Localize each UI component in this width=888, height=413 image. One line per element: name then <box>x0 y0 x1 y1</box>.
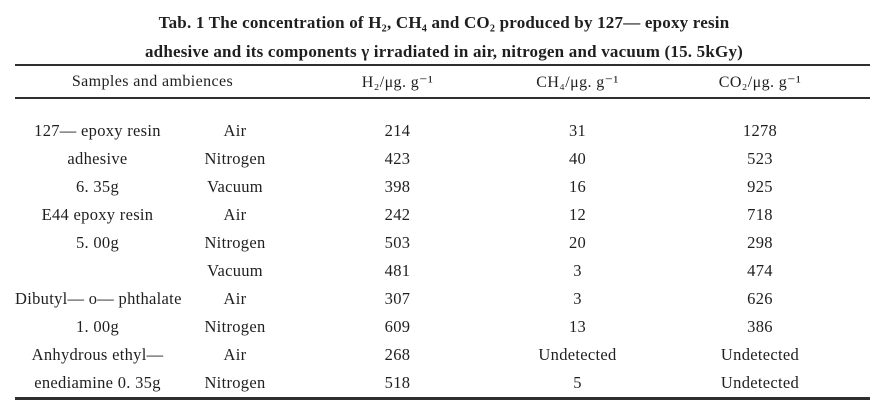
table-caption-line2: adhesive and its components γ irradiated… <box>144 42 744 61</box>
ambience-cell: Nitrogen <box>204 149 266 168</box>
co2-value: 1278 <box>742 121 778 140</box>
h2-value: 503 <box>384 233 411 252</box>
co2-value: 626 <box>747 289 773 308</box>
header-row: Samples and ambiences H₂/μg. g⁻¹ CH₄/μg.… <box>15 64 870 99</box>
ambience-cell: Vacuum <box>207 261 263 280</box>
table-row: E44 epoxy resin Air 242 12 718 <box>15 201 870 229</box>
ambience-cell: Nitrogen <box>180 369 290 400</box>
ch4-value: 13 <box>568 317 587 336</box>
ch4-value: 3 <box>573 289 582 308</box>
h2-value: 609 <box>384 317 411 336</box>
co2-value: 386 <box>747 317 773 336</box>
h2-value: 242 <box>384 205 411 224</box>
table-row: 127— epoxy resin Air 214 31 1278 <box>15 98 870 145</box>
header-samples-and-ambiences: Samples and ambiences <box>15 64 290 99</box>
h2-value: 481 <box>384 261 411 280</box>
co2-value: Undetected <box>720 345 800 364</box>
co2-value: 925 <box>747 177 773 196</box>
h2-value: 518 <box>290 369 505 400</box>
header-h2-concentration: H₂/μg. g⁻¹ <box>290 64 505 99</box>
sample-cell: 5. 00g <box>75 233 120 252</box>
ch4-value: 12 <box>568 205 587 224</box>
header-ch4-concentration: CH₄/μg. g⁻¹ <box>505 64 650 99</box>
sample-cell <box>15 257 180 285</box>
ambience-cell: Air <box>223 121 247 140</box>
sample-cell: 6. 35g <box>75 177 120 196</box>
h2-value: 214 <box>384 121 411 140</box>
table-caption-line1: Tab. 1 The concentration of H₂, CH₄ and … <box>158 13 730 32</box>
table-row: Anhydrous ethyl— Air 268 Undetected Undetect… <box>15 341 870 369</box>
table-row: enediamine 0. 35g Nitrogen 518 5 Undetected <box>15 369 870 400</box>
ch4-value: Undetected <box>538 345 617 364</box>
sample-cell: Anhydrous ethyl— <box>31 345 164 364</box>
co2-value: 474 <box>747 261 773 280</box>
h2-value: 268 <box>384 345 411 364</box>
ambience-cell: Air <box>223 345 247 364</box>
table-row: 6. 35g Vacuum 398 16 925 <box>15 173 870 201</box>
h2-value: 307 <box>384 289 411 308</box>
sample-cell: 127— epoxy resin <box>34 121 161 140</box>
header-co2-concentration: CO₂/μg. g⁻¹ <box>650 64 870 99</box>
ch4-value: 31 <box>568 121 587 140</box>
h2-value: 423 <box>384 149 411 168</box>
table-row: Vacuum 481 3 474 <box>15 257 870 285</box>
sample-cell: 1. 00g <box>75 317 120 336</box>
ch4-value: 20 <box>568 233 587 252</box>
ambience-cell: Vacuum <box>207 177 263 196</box>
concentration-table: Samples and ambiences H₂/μg. g⁻¹ CH₄/μg.… <box>15 64 870 400</box>
sample-cell: enediamine 0. 35g <box>15 369 180 400</box>
ambience-cell: Nitrogen <box>204 233 266 252</box>
ch4-value: 40 <box>568 149 587 168</box>
table-row: Dibutyl— o— phthalate Air 307 3 626 <box>15 285 870 313</box>
ch4-value: 16 <box>568 177 587 196</box>
co2-value: 718 <box>747 205 773 224</box>
table-row: adhesive Nitrogen 423 40 523 <box>15 145 870 173</box>
co2-value: 298 <box>747 233 773 252</box>
ambience-cell: Air <box>223 205 247 224</box>
ch4-value: 5 <box>505 369 650 400</box>
table-row: 5. 00g Nitrogen 503 20 298 <box>15 229 870 257</box>
ch4-value: 3 <box>573 261 582 280</box>
table-row: 1. 00g Nitrogen 609 13 386 <box>15 313 870 341</box>
ambience-cell: Air <box>223 289 247 308</box>
co2-value: Undetected <box>650 369 870 400</box>
table-caption: Tab. 1 The concentration of H₂, CH₄ and … <box>0 8 888 66</box>
co2-value: 523 <box>747 149 773 168</box>
sample-cell: adhesive <box>67 149 128 168</box>
table-body: 127— epoxy resin Air 214 31 1278 adhesive Nitr… <box>15 98 870 400</box>
ambience-cell: Nitrogen <box>204 317 266 336</box>
sample-cell: E44 epoxy resin <box>41 205 154 224</box>
sample-cell: Dibutyl— o— phthalate <box>15 289 182 308</box>
h2-value: 398 <box>384 177 411 196</box>
